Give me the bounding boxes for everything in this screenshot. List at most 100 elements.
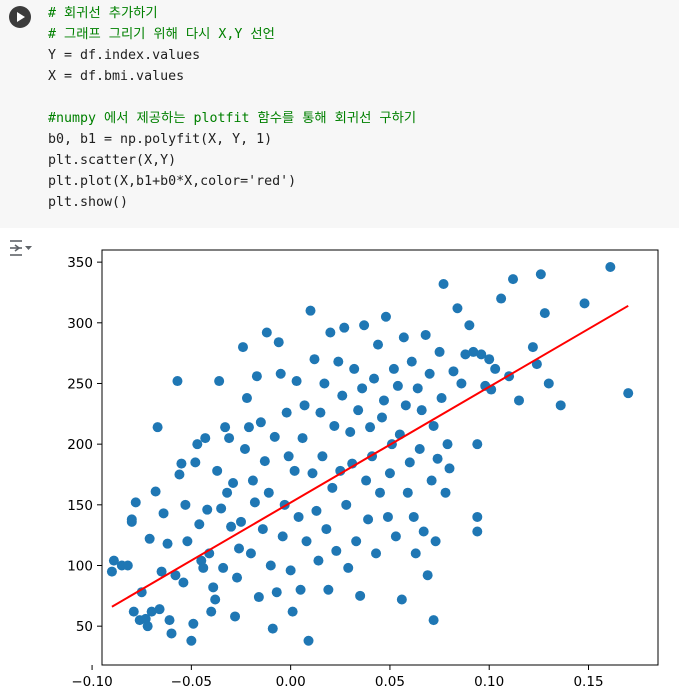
data-point xyxy=(416,405,427,416)
data-point xyxy=(309,354,320,365)
x-tick-label: −0.10 xyxy=(71,674,112,690)
data-point xyxy=(337,390,348,401)
data-point xyxy=(293,511,304,522)
data-point xyxy=(331,545,342,556)
data-point xyxy=(271,587,282,598)
data-point xyxy=(579,298,590,309)
code-line-5 xyxy=(48,87,416,108)
data-point xyxy=(301,536,312,547)
data-point xyxy=(484,354,495,365)
code-cell[interactable]: # 회귀선 추가하기 # 그래프 그리기 위해 다시 X,Y 선언 Y = df.i… xyxy=(0,0,679,228)
data-point xyxy=(285,565,296,576)
data-point xyxy=(247,475,258,486)
data-point xyxy=(303,635,314,646)
data-point xyxy=(210,594,221,605)
y-tick-label: 300 xyxy=(67,316,93,332)
data-point xyxy=(444,463,455,474)
data-point xyxy=(442,439,453,450)
data-point xyxy=(490,363,501,374)
data-point xyxy=(158,508,169,519)
data-point xyxy=(126,514,137,525)
data-point xyxy=(295,584,306,595)
data-point xyxy=(319,378,330,389)
data-point xyxy=(623,388,634,399)
run-cell-button[interactable] xyxy=(9,6,31,28)
data-point xyxy=(434,346,445,357)
code-line-3: Y = df.index.values xyxy=(48,48,201,63)
data-point xyxy=(186,635,197,646)
data-point xyxy=(472,511,483,522)
data-point xyxy=(440,487,451,498)
data-point xyxy=(402,487,413,498)
regression-line xyxy=(111,304,629,608)
code-line-2: # 그래프 그리기 위해 다시 X,Y 선언 xyxy=(48,27,275,42)
data-point xyxy=(339,322,350,333)
data-point xyxy=(329,420,340,431)
data-point xyxy=(166,628,177,639)
data-point xyxy=(353,405,364,416)
data-point xyxy=(307,468,318,479)
code-line-9: plt.plot(X,b1+b0*X,color='red') xyxy=(48,174,297,189)
y-tick-label: 350 xyxy=(67,255,93,271)
data-point xyxy=(508,274,519,285)
data-point xyxy=(357,383,368,394)
data-point xyxy=(164,615,175,626)
data-point xyxy=(275,368,286,379)
data-point xyxy=(408,511,419,522)
data-point xyxy=(396,594,407,605)
data-point xyxy=(317,451,328,462)
data-point xyxy=(325,327,336,338)
data-point xyxy=(404,457,415,468)
data-point xyxy=(438,278,449,289)
data-point xyxy=(365,422,376,433)
data-point xyxy=(452,303,463,314)
data-point xyxy=(355,590,366,601)
x-tick-label: −0.05 xyxy=(171,674,212,690)
data-point xyxy=(198,562,209,573)
data-point xyxy=(400,400,411,411)
data-point xyxy=(269,431,280,442)
data-point xyxy=(239,444,250,455)
code-line-10: plt.show() xyxy=(48,195,129,210)
data-point xyxy=(468,346,479,357)
data-point xyxy=(456,378,467,389)
data-point xyxy=(388,363,399,374)
output-toggle-icon xyxy=(10,240,32,256)
play-icon xyxy=(17,12,25,22)
data-point xyxy=(412,383,423,394)
data-point xyxy=(390,531,401,542)
data-point xyxy=(257,524,268,535)
scatter-plot: −0.10 −0.05 0.00 0.05 0.10 0.15 50 100 150 200 250… xyxy=(67,249,659,690)
code-editor[interactable]: # 회귀선 추가하기 # 그래프 그리기 위해 다시 X,Y 선언 Y = df.i… xyxy=(48,3,416,213)
x-tick-label: 0.05 xyxy=(375,674,405,690)
data-point xyxy=(472,526,483,537)
data-point xyxy=(297,433,308,444)
data-point xyxy=(255,417,266,428)
data-point xyxy=(327,482,338,493)
data-point xyxy=(174,469,185,480)
data-point xyxy=(156,566,167,577)
code-line-7: b0, b1 = np.polyfit(X, Y, 1) xyxy=(48,132,273,147)
output-toggle-button[interactable] xyxy=(8,237,34,259)
data-point xyxy=(291,376,302,387)
data-point xyxy=(265,560,276,571)
data-point xyxy=(188,618,199,629)
data-point xyxy=(392,380,403,391)
data-point xyxy=(555,400,566,411)
data-point xyxy=(430,536,441,547)
data-point xyxy=(382,511,393,522)
data-point xyxy=(281,407,292,418)
data-point xyxy=(122,560,133,571)
data-point xyxy=(426,475,437,486)
data-point xyxy=(263,487,274,498)
data-point xyxy=(371,548,382,559)
data-point xyxy=(226,521,237,532)
data-point xyxy=(216,503,227,514)
data-point xyxy=(345,427,356,438)
data-point xyxy=(194,519,205,530)
data-point xyxy=(241,393,252,404)
data-point xyxy=(182,536,193,547)
data-point xyxy=(212,465,223,476)
data-point xyxy=(539,308,550,319)
data-point xyxy=(496,293,507,304)
